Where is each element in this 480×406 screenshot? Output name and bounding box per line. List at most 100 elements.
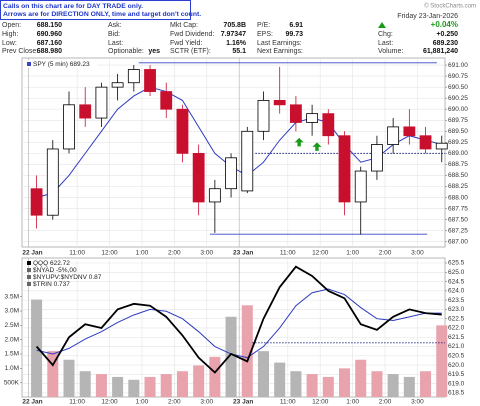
volume-bar [339, 368, 351, 397]
volume-bar [436, 325, 448, 397]
x-tick-label: 11:00 [69, 250, 85, 257]
y-tick-label: 689.75 [448, 117, 468, 124]
y-tick-label: 624.0 [448, 288, 465, 295]
summary-value: +0.250 [436, 31, 458, 38]
y-tick-label: 621.0 [448, 343, 465, 350]
quote-label: Fwd Dividend: [170, 31, 214, 38]
x-tick-label: 23 Jan [233, 399, 253, 406]
quote-value: 6.91 [289, 22, 303, 29]
candle-body [144, 69, 156, 92]
y2-tick-label: 1.5M [5, 351, 19, 358]
candle-body [403, 126, 416, 137]
y-tick-label: 619.0 [448, 380, 465, 387]
legend-text: $NYAD -5%,00 [33, 267, 77, 274]
y-tick-label: 620.0 [448, 362, 465, 369]
quote-label: Open: [2, 22, 21, 29]
y2-tick-label: 1.0M [5, 365, 19, 372]
x-tick-label: 2:00 [168, 250, 181, 257]
x-tick-label: 22 Jan [22, 250, 42, 257]
quote-label: Mkt Cap: [170, 22, 198, 29]
volume-bar [274, 362, 286, 397]
candle-body [79, 104, 92, 119]
x-tick-label: 2:00 [379, 250, 392, 257]
candle-body [419, 135, 432, 150]
volume-bar [241, 305, 253, 397]
volume-bar [322, 376, 334, 397]
volume-bar [47, 351, 59, 397]
quote-label: Next Earnings: [257, 48, 303, 55]
quote-value: yes [148, 48, 160, 55]
y-tick-label: 625.0 [448, 269, 465, 276]
candle-body [95, 86, 108, 119]
legend-swatch [27, 282, 31, 286]
volume-bar [225, 316, 237, 397]
summary-value: 689.230 [433, 40, 458, 47]
y-tick-label: 690.50 [448, 84, 468, 91]
y-tick-label: 623.0 [448, 306, 465, 313]
legend-text: $TRIN 0.737 [33, 281, 70, 288]
note-line: Arrows are for DIRECTION ONLY, time and … [3, 11, 201, 18]
y-tick-label: 690.00 [448, 106, 468, 113]
y-tick-label: 618.5 [448, 390, 465, 397]
moving-average [36, 288, 442, 359]
y2-tick-label: 2.0M [5, 336, 19, 343]
candle-body [63, 104, 75, 150]
volume-bar [290, 371, 302, 397]
summary-value: 61,881,240 [423, 48, 458, 55]
quote-label: Prev Close: [2, 48, 38, 55]
summary-label: Last: [378, 40, 393, 47]
x-tick-label: 3:00 [411, 250, 424, 257]
quote-value: 687.160 [37, 40, 62, 47]
x-tick-label: 1:00 [346, 250, 359, 257]
quote-date: Friday 23-Jan-2026 [397, 13, 458, 20]
y-tick-label: 689.25 [448, 139, 468, 146]
volume-bar [144, 376, 156, 397]
x-tick-label: 12:00 [312, 399, 329, 406]
volume-bar [371, 371, 383, 397]
x-tick-label: 11:00 [280, 399, 296, 406]
legend-bg [25, 60, 97, 68]
x-tick-label: 11:00 [69, 399, 85, 406]
quote-label: Ask: [108, 22, 122, 29]
candle-body [306, 113, 319, 123]
direction-arrow [294, 137, 304, 147]
y-tick-label: 687.25 [448, 227, 468, 234]
quote-value: 1.16% [226, 40, 247, 47]
legend-text: SPY (5 min) 689.23 [33, 61, 90, 68]
volume-bar [355, 359, 367, 397]
x-tick-label: 1:00 [136, 250, 149, 257]
candle-body [322, 113, 335, 137]
volume-bar [306, 374, 318, 397]
quote-label: High: [2, 31, 18, 38]
x-tick-label: 3:00 [200, 250, 213, 257]
y2-tick-label: 2.5M [5, 322, 19, 329]
y-tick-label: 690.25 [448, 95, 468, 102]
quote-value: 690.960 [37, 31, 62, 38]
volume-bar [112, 376, 124, 397]
candle-body [371, 144, 383, 172]
y-tick-label: 622.0 [448, 325, 465, 332]
candle-body [387, 126, 400, 145]
y-tick-label: 687.75 [448, 205, 468, 212]
note-line: Calls on this chart are for DAY TRADE on… [3, 3, 143, 10]
quote-value: 705.8B [223, 22, 246, 29]
volume-bar [31, 299, 43, 397]
quote-value: 688.980 [37, 48, 62, 55]
price-line [35, 265, 442, 374]
y-tick-label: 687.50 [448, 216, 468, 223]
y2-tick-label: 3.0M [5, 308, 19, 315]
x-tick-label: 12:00 [101, 250, 118, 257]
note-box [0, 0, 191, 20]
candle-body [176, 108, 189, 154]
copyright: © StockCharts.com [424, 3, 476, 10]
y-tick-label: 688.50 [448, 172, 468, 179]
y-tick-label: 621.5 [448, 334, 465, 341]
volume-bar [95, 374, 107, 397]
candle-body [435, 142, 448, 150]
quote-label: P/E: [257, 22, 270, 29]
x-tick-label: 3:00 [411, 399, 424, 406]
x-tick-label: 3:00 [200, 399, 213, 406]
y-tick-label: 622.5 [448, 315, 465, 322]
x-tick-label: 2:00 [168, 399, 181, 406]
